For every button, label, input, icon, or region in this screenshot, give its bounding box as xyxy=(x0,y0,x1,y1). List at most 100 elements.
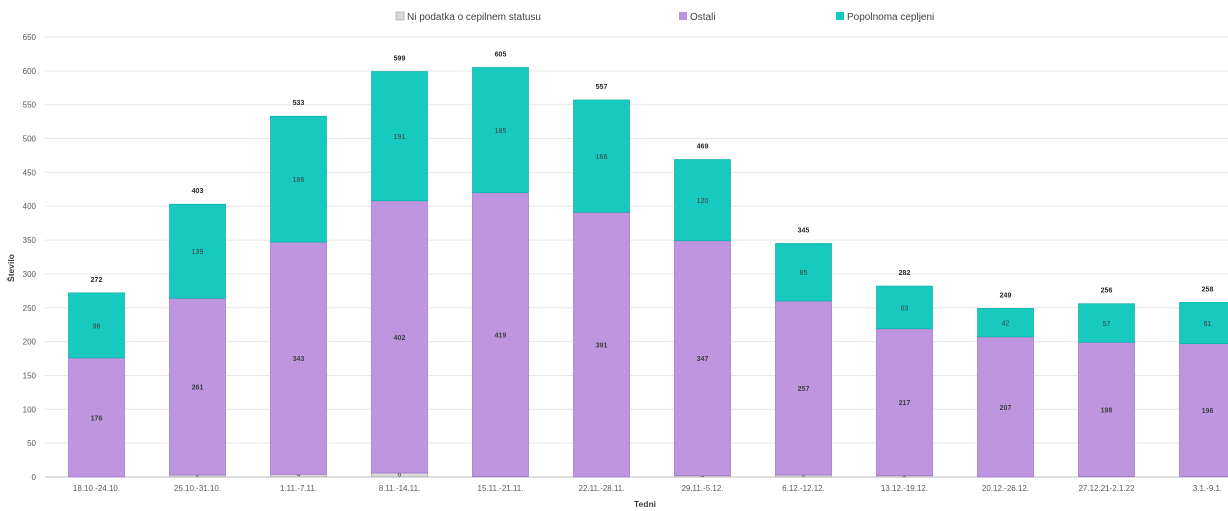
legend-swatch xyxy=(679,12,687,20)
total-label: 533 xyxy=(293,100,305,107)
x-tick-label: 6.12.-12.12. xyxy=(782,484,825,493)
gridlines xyxy=(45,36,1228,478)
legend-swatch xyxy=(836,12,844,20)
data-label: 196 xyxy=(1202,408,1214,415)
data-label: 139 xyxy=(192,249,204,256)
x-tick-label: 27.12.21-2.1.22 xyxy=(1078,484,1135,493)
total-label: 469 xyxy=(697,144,709,151)
data-label: 191 xyxy=(394,134,406,141)
y-tick-label: 550 xyxy=(23,101,37,110)
legend-swatch xyxy=(395,11,405,21)
data-label: 166 xyxy=(596,154,608,161)
x-tick-label: 8.11.-14.11. xyxy=(379,484,421,493)
data-label: 419 xyxy=(495,333,507,340)
data-label: 6 xyxy=(398,472,402,479)
x-tick-label: 29.11.-5.12. xyxy=(681,484,723,493)
bar-segment xyxy=(472,192,529,477)
data-label: 120 xyxy=(697,198,709,205)
total-label: 249 xyxy=(1000,292,1012,299)
bar-segment xyxy=(573,211,630,478)
bar-segment xyxy=(472,67,529,194)
x-tick-label: 15.11.-21.11. xyxy=(478,484,524,493)
y-tick-label: 150 xyxy=(23,371,37,380)
data-label: 185 xyxy=(495,128,507,135)
bar-segment xyxy=(674,240,731,476)
y-tick-label: 50 xyxy=(27,439,36,448)
data-label: 186 xyxy=(293,177,305,184)
data-label: 402 xyxy=(394,335,406,342)
legend-label: Ni podatka o cepilnem statusu xyxy=(407,12,541,23)
x-tick-label: 13.12.-19.12. xyxy=(881,484,928,493)
y-tick-label: 250 xyxy=(23,304,37,313)
data-label: 63 xyxy=(901,305,909,312)
bar-segment xyxy=(775,300,832,476)
y-tick-label: 650 xyxy=(23,33,37,42)
data-label: 4 xyxy=(297,472,301,479)
total-label: 256 xyxy=(1101,288,1113,295)
data-label: 85 xyxy=(800,270,808,277)
x-tick-label: 3.1.-9.1. xyxy=(1193,484,1222,493)
y-tick-label: 100 xyxy=(23,405,37,414)
total-label: 557 xyxy=(596,84,608,91)
total-label: 345 xyxy=(798,227,810,234)
bar-segment xyxy=(169,203,226,299)
data-label: 261 xyxy=(192,385,204,392)
data-label: 57 xyxy=(1103,321,1111,328)
y-tick-label: 500 xyxy=(23,135,37,144)
y-tick-label: 200 xyxy=(23,338,37,347)
y-tick-label: 400 xyxy=(23,202,37,211)
bar-segment xyxy=(270,241,327,475)
total-label: 605 xyxy=(495,51,507,58)
bar-segment xyxy=(876,285,933,330)
x-tick-label: 22.11.-28.11. xyxy=(579,484,625,493)
data-label: 343 xyxy=(293,356,305,363)
data-label: 176 xyxy=(91,415,103,422)
y-axis-ticks: 0 50 100 150 200 250 300 350 400 450 500 550 600 650 xyxy=(23,33,37,482)
data-label: 391 xyxy=(596,343,608,350)
bar-segment xyxy=(573,99,630,213)
x-axis-title: Tedni xyxy=(634,499,656,509)
total-label: 599 xyxy=(394,56,406,63)
y-tick-label: 450 xyxy=(23,168,37,177)
legend-label: Popolnoma cepljeni xyxy=(847,12,934,23)
bar-segment xyxy=(371,200,428,474)
x-tick-label: 18.10.-24.10. xyxy=(73,484,120,493)
y-tick-label: 350 xyxy=(23,236,37,245)
y-tick-label: 0 xyxy=(32,473,37,482)
legend-label: Ostali xyxy=(690,12,716,23)
bar-segment xyxy=(977,308,1034,338)
bar-segment xyxy=(68,292,125,359)
total-label: 282 xyxy=(899,270,911,277)
data-label: 207 xyxy=(1000,405,1012,412)
bars: 0176962723261139403434318653364021915991… xyxy=(68,51,1228,479)
bar-segment xyxy=(371,71,428,202)
total-label: 403 xyxy=(192,188,204,195)
y-tick-label: 300 xyxy=(23,270,37,279)
total-label: 258 xyxy=(1202,286,1214,293)
bar-segment xyxy=(68,357,125,478)
bar-segment xyxy=(270,115,327,243)
data-label: 257 xyxy=(798,386,810,393)
bar-segment xyxy=(1078,341,1135,477)
bar-segment xyxy=(1179,302,1228,344)
x-tick-label: 20.12.-26.12. xyxy=(982,484,1029,493)
bar-segment xyxy=(977,336,1034,478)
x-axis-ticks: 18.10.-24.10. 25.10.-31.10. 1.11.-7.11. 8.1… xyxy=(73,484,1222,493)
data-label: 96 xyxy=(93,323,101,330)
y-tick-label: 600 xyxy=(23,67,37,76)
data-label: 217 xyxy=(899,400,911,407)
bar-segment xyxy=(1078,303,1135,343)
total-label: 272 xyxy=(91,277,103,284)
legend: Ni podatka o cepilnem statusu Ostali Popol… xyxy=(395,11,934,23)
x-tick-label: 1.11.-7.11. xyxy=(280,484,317,493)
data-label: 347 xyxy=(697,356,709,363)
bar-segment xyxy=(775,243,832,302)
data-label: 42 xyxy=(1002,321,1010,328)
bar-segment xyxy=(876,328,933,476)
data-label: 61 xyxy=(1204,321,1212,328)
x-tick-label: 25.10.-31.10. xyxy=(174,484,221,493)
bar-segment xyxy=(674,159,731,242)
y-axis-title: Število xyxy=(5,254,16,282)
data-label: 198 xyxy=(1101,407,1113,414)
